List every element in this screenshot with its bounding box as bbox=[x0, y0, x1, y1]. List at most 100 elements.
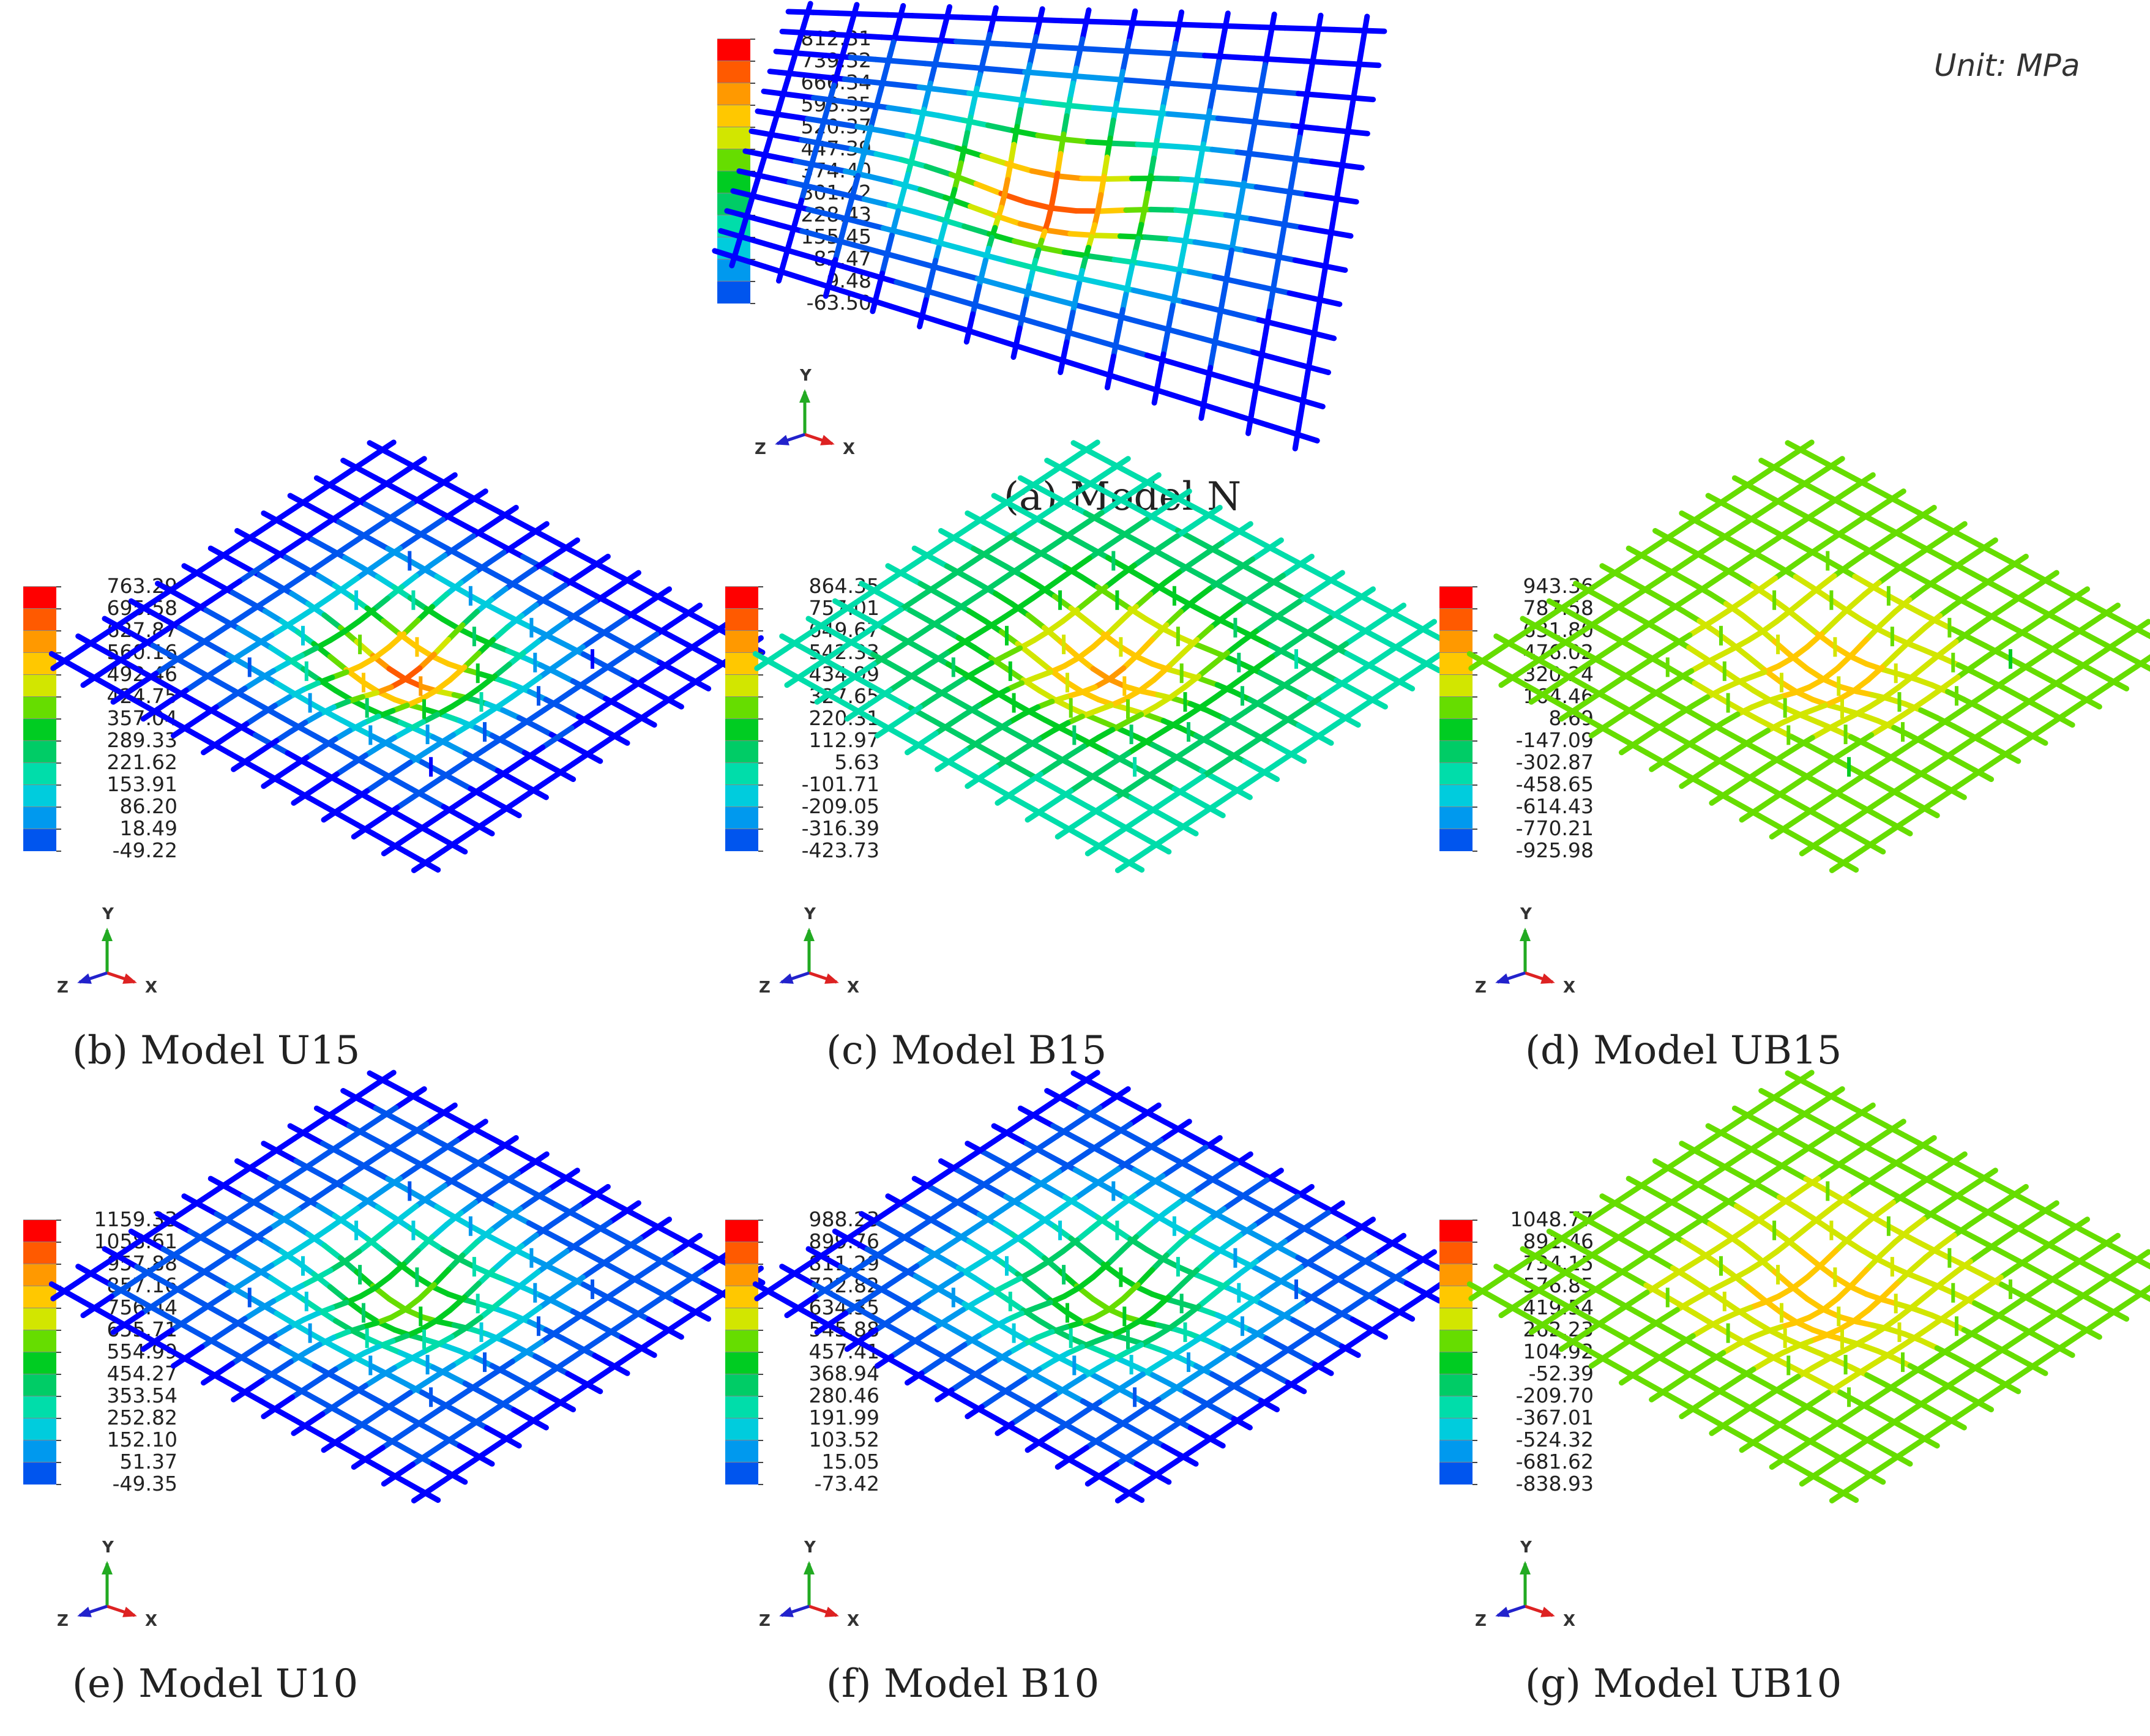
mesh-segment bbox=[1707, 1221, 1729, 1237]
mesh-segment bbox=[804, 30, 835, 37]
mesh-segment bbox=[997, 1161, 1017, 1177]
mesh-segment bbox=[1029, 1216, 1050, 1232]
axis-label-z: Z bbox=[755, 440, 766, 458]
mesh-segment bbox=[289, 590, 311, 607]
mesh-segment bbox=[1263, 1335, 1285, 1350]
mesh-segment bbox=[1801, 1175, 1821, 1191]
mesh-segment bbox=[960, 572, 982, 587]
mesh-segment bbox=[1216, 1420, 1236, 1436]
mesh-segment bbox=[1179, 637, 1200, 657]
mesh-segment bbox=[955, 559, 975, 575]
mesh-segment bbox=[1143, 616, 1166, 631]
mesh-segment bbox=[416, 466, 438, 481]
mesh-segment bbox=[326, 1216, 346, 1232]
mesh-segment bbox=[913, 1273, 935, 1288]
mesh-segment bbox=[465, 714, 485, 729]
mesh-segment bbox=[1723, 781, 1744, 797]
mesh-segment bbox=[1317, 1299, 1339, 1314]
mesh-segment bbox=[428, 537, 450, 551]
mesh-segment bbox=[1182, 21, 1214, 29]
mesh-segment bbox=[312, 1226, 332, 1242]
mesh-segment bbox=[197, 1202, 220, 1217]
mesh-segment bbox=[201, 740, 221, 756]
mesh-segment bbox=[1259, 152, 1290, 162]
mesh-segment bbox=[919, 1361, 939, 1376]
mesh-segment bbox=[1280, 563, 1301, 579]
mesh-segment bbox=[1663, 1377, 1683, 1393]
mesh-segment bbox=[1025, 1242, 1047, 1261]
mesh-segment bbox=[1656, 1235, 1677, 1251]
mesh-segment bbox=[483, 795, 506, 810]
mesh-segment bbox=[841, 1265, 861, 1281]
mesh-segment bbox=[224, 614, 244, 630]
mesh-segment bbox=[1192, 1272, 1215, 1284]
mesh-segment bbox=[2057, 1262, 2078, 1277]
mesh-segment bbox=[933, 1220, 956, 1235]
mesh-segment bbox=[1816, 813, 1838, 828]
mesh-segment bbox=[637, 595, 658, 611]
mesh-segment bbox=[1555, 635, 1575, 650]
mesh-segment bbox=[1258, 1355, 1278, 1371]
mesh-segment bbox=[1695, 1136, 1715, 1151]
mesh-segment bbox=[220, 543, 241, 558]
mesh-segment bbox=[255, 632, 275, 647]
mesh-segment bbox=[795, 642, 817, 657]
mesh-segment bbox=[1913, 1306, 1935, 1318]
mesh-segment bbox=[1148, 206, 1179, 213]
mesh-segment bbox=[1754, 1149, 1777, 1164]
mesh-segment bbox=[1083, 1435, 1104, 1451]
mesh-segment bbox=[1269, 1371, 1291, 1385]
legend-swatch bbox=[717, 83, 750, 105]
mesh-segment bbox=[483, 1440, 504, 1455]
mesh-segment bbox=[1175, 329, 1206, 342]
mesh-segment bbox=[1010, 340, 1020, 360]
mesh-segment bbox=[1070, 1150, 1091, 1165]
mesh-segment bbox=[291, 1126, 312, 1142]
mesh-segment bbox=[1238, 180, 1247, 203]
mesh-segment bbox=[1025, 612, 1047, 631]
mesh-segment bbox=[1865, 664, 1886, 683]
mesh-segment bbox=[1953, 1259, 1973, 1275]
mesh-segment bbox=[1131, 1183, 1152, 1199]
mesh-segment bbox=[1069, 814, 1089, 830]
mesh-segment bbox=[1274, 751, 1294, 767]
mesh-segment bbox=[569, 715, 589, 731]
mesh-segment bbox=[1281, 323, 1312, 335]
mesh-segment bbox=[897, 1362, 919, 1377]
y-axis-arrow-head bbox=[804, 1561, 815, 1574]
mesh-segment bbox=[1311, 579, 1331, 595]
mesh-segment bbox=[978, 777, 1000, 792]
mesh-segment bbox=[1192, 586, 1212, 603]
mesh-segment bbox=[1982, 608, 2002, 624]
mesh-segment bbox=[183, 678, 203, 693]
mesh-segment bbox=[395, 1461, 416, 1477]
x-axis-arrow-head bbox=[1540, 973, 1555, 984]
mesh-segment bbox=[881, 571, 902, 587]
mesh-segment bbox=[1352, 67, 1361, 92]
mesh-segment bbox=[1013, 343, 1044, 357]
mesh-segment bbox=[1239, 628, 1259, 645]
mesh-segment bbox=[429, 654, 452, 667]
mesh-segment bbox=[283, 1185, 305, 1200]
legend-tick bbox=[758, 586, 763, 587]
mesh-segment bbox=[1119, 1234, 1139, 1254]
mesh-segment bbox=[1137, 677, 1157, 694]
mesh-segment bbox=[499, 1135, 519, 1150]
mesh-segment bbox=[1331, 193, 1340, 218]
mesh-segment bbox=[1959, 770, 1980, 786]
mesh-segment bbox=[1782, 1114, 1803, 1130]
mesh-segment bbox=[1085, 1343, 1107, 1356]
mesh-segment bbox=[327, 654, 349, 672]
mesh-segment bbox=[1930, 1420, 1950, 1436]
mesh-segment bbox=[1750, 1358, 1771, 1373]
mesh-segment bbox=[1562, 607, 1585, 622]
mesh-segment bbox=[1712, 1259, 1735, 1277]
mesh-segment bbox=[1525, 618, 1545, 634]
mesh-segment bbox=[1317, 1352, 1338, 1368]
axis-label-y: Y bbox=[1520, 1539, 1532, 1557]
mesh-segment bbox=[1192, 641, 1215, 654]
mesh-segment bbox=[265, 1180, 285, 1196]
mesh-segment bbox=[1233, 521, 1253, 537]
mesh-segment bbox=[1647, 721, 1668, 737]
mesh-segment bbox=[870, 296, 879, 315]
